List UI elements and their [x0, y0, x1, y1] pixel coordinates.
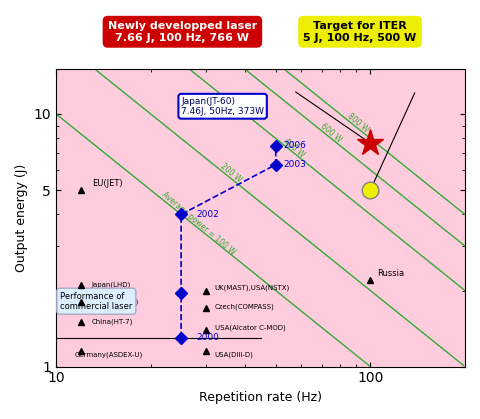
- Text: China(HT-7): China(HT-7): [92, 319, 133, 325]
- Text: USA(Alcator C-MOD): USA(Alcator C-MOD): [215, 325, 286, 331]
- Text: 600 W: 600 W: [319, 122, 343, 144]
- Text: Target for ITER
5 J, 100 Hz, 500 W: Target for ITER 5 J, 100 Hz, 500 W: [303, 21, 417, 43]
- Text: 200 W: 200 W: [219, 162, 243, 184]
- Text: 2006: 2006: [284, 141, 307, 150]
- Text: 2000: 2000: [197, 333, 219, 342]
- Text: Russia: Russia: [377, 269, 404, 278]
- Text: 400 W: 400 W: [282, 136, 306, 159]
- X-axis label: Repetition rate (Hz): Repetition rate (Hz): [199, 391, 322, 404]
- Text: Performance of
commercial laser: Performance of commercial laser: [60, 292, 132, 311]
- Text: USA(DIII-D): USA(DIII-D): [215, 351, 254, 358]
- Text: Average power = 100 W: Average power = 100 W: [160, 191, 237, 257]
- Text: 2002: 2002: [197, 210, 219, 219]
- Text: Korea(KSTAR): Korea(KSTAR): [92, 299, 139, 305]
- Text: EU(JET): EU(JET): [92, 179, 122, 188]
- Text: Germany(ASDEX-U): Germany(ASDEX-U): [75, 351, 144, 358]
- Text: Japan(JT-60)
7.46J, 50Hz, 373W: Japan(JT-60) 7.46J, 50Hz, 373W: [181, 96, 264, 116]
- Text: 2003: 2003: [284, 160, 307, 169]
- Text: UK(MAST),USA(NSTX): UK(MAST),USA(NSTX): [215, 285, 290, 291]
- Text: Japan(LHD): Japan(LHD): [92, 282, 131, 288]
- Y-axis label: Output energy (J): Output energy (J): [15, 164, 28, 272]
- Text: Newly developped laser
7.66 J, 100 Hz, 766 W: Newly developped laser 7.66 J, 100 Hz, 7…: [108, 21, 257, 43]
- Text: Czech(COMPASS): Czech(COMPASS): [215, 304, 275, 310]
- Text: 800 W: 800 W: [346, 112, 371, 134]
